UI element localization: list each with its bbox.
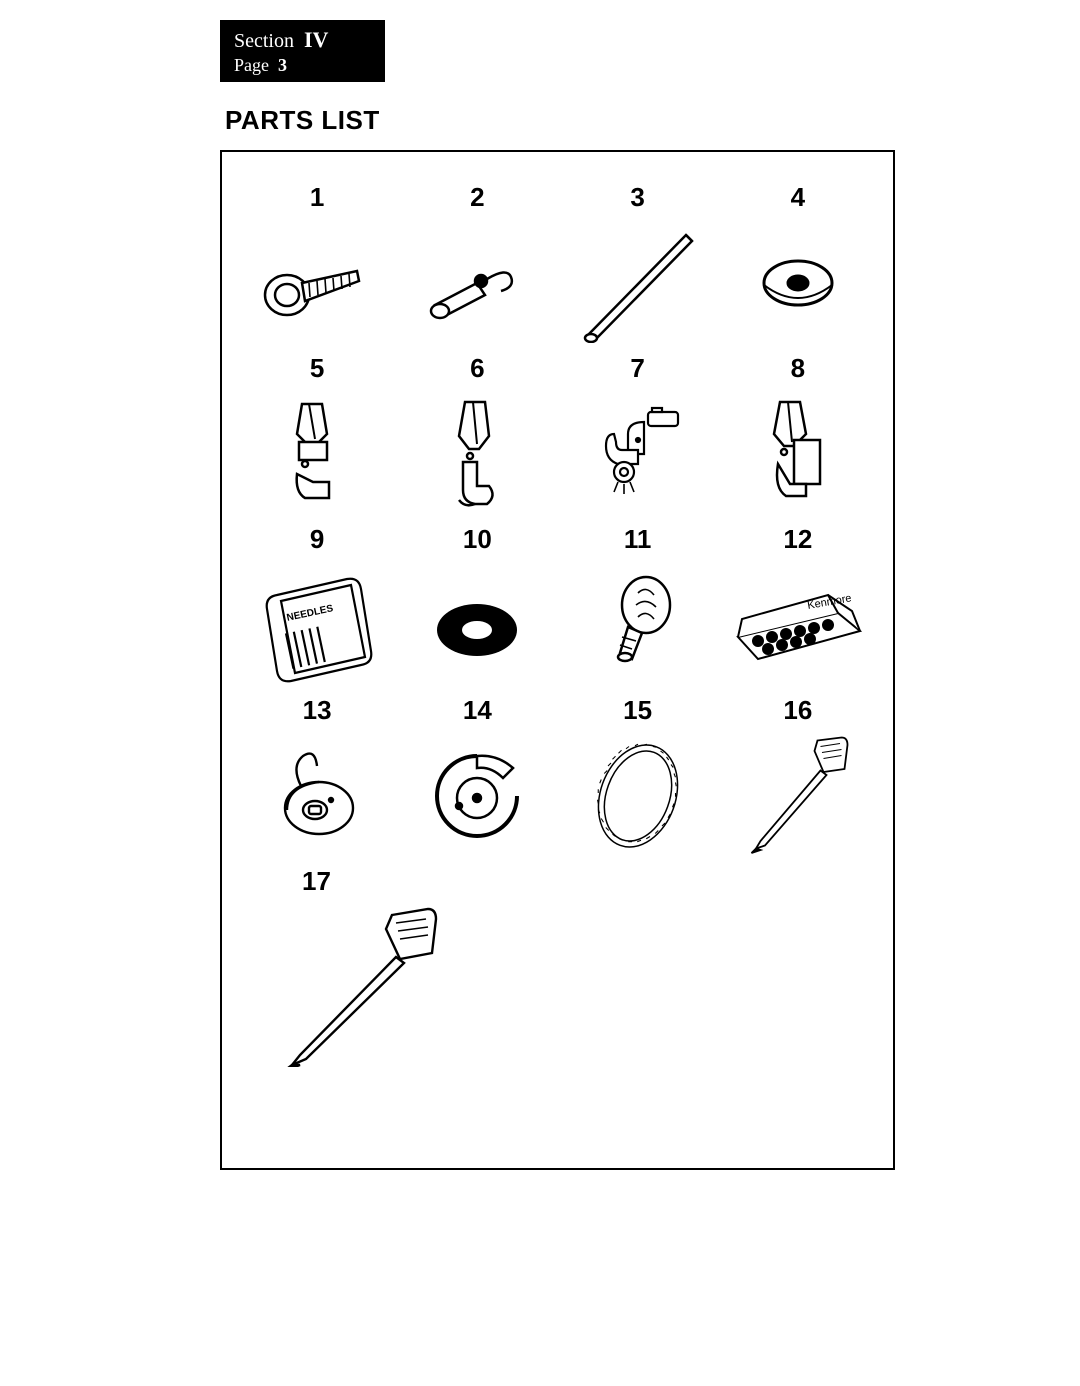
part-cell: 14 (402, 695, 552, 856)
page-title: PARTS LIST (225, 105, 380, 136)
presser-foot-b-icon (407, 394, 547, 514)
spool-pin-icon (407, 223, 547, 343)
part-cell: 4 (723, 182, 873, 343)
part-number: 2 (470, 182, 484, 213)
part-number: 9 (310, 524, 324, 555)
large-screwdriver-icon (728, 736, 868, 856)
part-cell: 11 (563, 524, 713, 685)
part-cell: 1 (242, 182, 392, 343)
part-number: 3 (630, 182, 644, 213)
disc-washer-icon (728, 223, 868, 343)
part-cell: 16 (723, 695, 873, 856)
part-number: 7 (630, 353, 644, 384)
part-number: 11 (624, 524, 652, 555)
part-number: 8 (791, 353, 805, 384)
part-cell: 6 (402, 353, 552, 514)
part-cell: 2 (402, 182, 552, 343)
part-number: 16 (783, 695, 812, 726)
timing-belt-icon (568, 736, 708, 856)
part-cell: 10 (402, 524, 552, 685)
parts-grid: 1 (242, 182, 873, 1067)
part-cell: 13 (242, 695, 392, 856)
part-cell: 3 (563, 182, 713, 343)
bobbin-box-icon: Kenmore (728, 565, 868, 685)
part-cell: 12 (723, 524, 873, 685)
oval-ring-icon (407, 565, 547, 685)
part-cell: 17 (242, 866, 553, 1067)
part-number: 12 (783, 524, 812, 555)
page: Section IV Page 3 PARTS LIST 1 (0, 0, 1080, 1386)
page-line: Page 3 (234, 54, 371, 77)
part-number: 14 (463, 695, 492, 726)
part-number: 15 (623, 695, 652, 726)
part-cell: 15 (563, 695, 713, 856)
needle-pack-icon: NEEDLES (247, 565, 387, 685)
small-screwdriver-icon (272, 907, 452, 1067)
part-number: 17 (302, 866, 331, 897)
part-number: 5 (310, 353, 324, 384)
part-number: 4 (791, 182, 805, 213)
long-rod-icon (568, 223, 708, 343)
part-number: 10 (463, 524, 492, 555)
thumb-screw-icon (247, 223, 387, 343)
section-line: Section IV (234, 26, 371, 54)
presser-foot-a-icon (247, 394, 387, 514)
part-cell: 7 (563, 353, 713, 514)
page-number: 3 (278, 55, 287, 75)
part-cell: 9 NEEDLES (242, 524, 392, 685)
part-number: 13 (303, 695, 332, 726)
bobbin-case-icon (247, 736, 387, 856)
presser-foot-c-icon (728, 394, 868, 514)
section-label: Section (234, 30, 294, 52)
presser-foot-assembly-icon (568, 394, 708, 514)
parts-box: 1 (220, 150, 895, 1170)
light-bulb-icon (568, 565, 708, 685)
page-label: Page (234, 55, 269, 75)
part-cell: 8 (723, 353, 873, 514)
section-page-badge: Section IV Page 3 (220, 20, 385, 82)
part-number: 1 (310, 182, 324, 213)
part-number: 6 (470, 353, 484, 384)
part-cell: 5 (242, 353, 392, 514)
shuttle-hook-icon (407, 736, 547, 856)
section-number: IV (304, 27, 328, 52)
